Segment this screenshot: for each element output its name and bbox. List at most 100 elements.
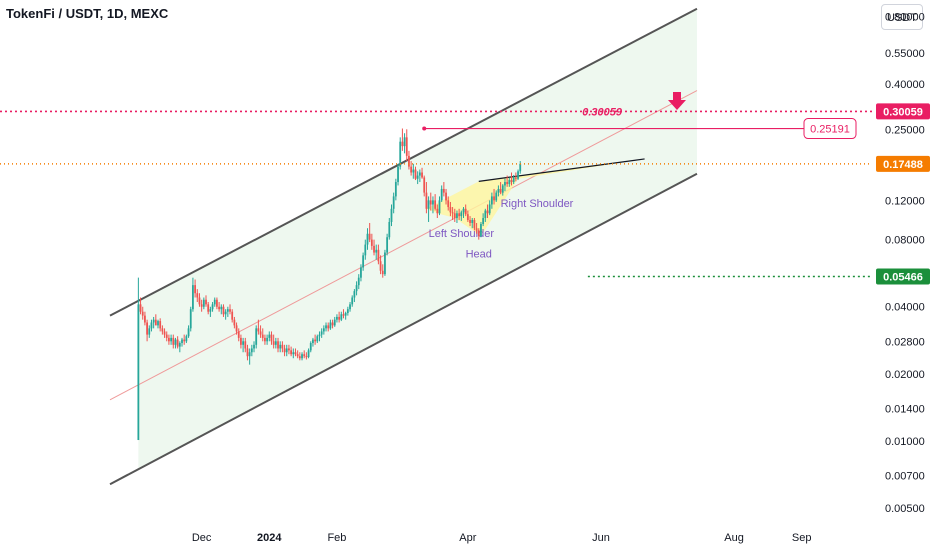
candle-body xyxy=(445,192,447,201)
candle-body xyxy=(198,297,201,305)
candle-body xyxy=(436,208,439,214)
candle-body xyxy=(342,314,345,316)
candle-body xyxy=(314,339,317,342)
candle-body xyxy=(405,137,408,156)
candle-body xyxy=(152,319,155,323)
candle-body xyxy=(213,299,216,305)
channel-fill xyxy=(138,8,697,470)
candle-body xyxy=(268,334,271,338)
candle-body xyxy=(229,309,231,312)
candle-body xyxy=(517,171,519,179)
candle-body xyxy=(438,200,441,214)
candle-body xyxy=(331,322,334,326)
candle-body xyxy=(255,328,258,345)
price-tag-label: 0.05466 xyxy=(883,272,923,284)
candle-body xyxy=(325,325,327,329)
y-tick-label: 0.55000 xyxy=(885,48,925,60)
candle-body xyxy=(189,309,192,329)
candle-body xyxy=(377,249,380,262)
candle-body xyxy=(386,237,389,253)
candle-body xyxy=(176,339,179,347)
candle-body xyxy=(421,172,423,178)
candle-body xyxy=(327,325,330,329)
candle-body xyxy=(464,208,467,215)
candle-body xyxy=(506,182,509,185)
candle-body xyxy=(458,213,461,217)
candle-body xyxy=(346,309,349,313)
candle-body xyxy=(449,207,452,213)
candle-body xyxy=(301,354,303,359)
candle-body xyxy=(504,182,506,186)
candle-body xyxy=(200,304,203,307)
candle-body xyxy=(338,316,341,320)
candle-body xyxy=(416,175,419,179)
candle-body xyxy=(137,304,140,441)
candle-body xyxy=(499,188,502,193)
candle-body xyxy=(394,182,397,197)
candle-body xyxy=(248,352,251,357)
candle-body xyxy=(425,192,428,209)
candle-body xyxy=(285,348,288,353)
y-tick-label: 0.04000 xyxy=(885,302,925,314)
pattern-label: Right Shoulder xyxy=(501,198,574,210)
candle-body xyxy=(298,356,301,359)
candle-body xyxy=(364,244,367,256)
candle-body xyxy=(519,163,522,172)
candle-body xyxy=(163,331,166,335)
pattern-label: Head xyxy=(466,249,492,261)
y-tick-label: 0.25000 xyxy=(885,124,925,136)
candle-body xyxy=(349,304,351,310)
x-tick-label: Dec xyxy=(192,532,212,544)
candle-body xyxy=(279,344,282,349)
candle-body xyxy=(233,319,236,326)
candle-body xyxy=(466,214,469,220)
candle-body xyxy=(250,348,253,353)
candle-body xyxy=(366,233,369,245)
candle-body xyxy=(403,137,406,147)
currency-button[interactable]: USDT xyxy=(881,4,923,30)
y-tick-label: 0.80000 xyxy=(885,12,925,24)
candle-body xyxy=(508,180,511,185)
candle-body xyxy=(240,337,242,345)
candle-body xyxy=(192,285,194,310)
candle-body xyxy=(336,316,338,320)
y-tick-label: 0.01400 xyxy=(885,403,925,415)
price-tag xyxy=(876,103,930,120)
target-annotation: 0.30059 xyxy=(582,106,623,118)
candle-body xyxy=(390,208,393,222)
candle-body xyxy=(257,328,260,332)
candle-body xyxy=(510,180,513,183)
candle-body xyxy=(320,331,323,335)
candle-body xyxy=(307,350,310,358)
candle-body xyxy=(174,339,177,345)
candle-body xyxy=(447,200,450,208)
candle-body xyxy=(362,255,365,268)
x-tick-label: 2024 xyxy=(257,532,282,544)
candle-body xyxy=(427,200,430,209)
candle-body xyxy=(205,299,207,305)
candle-body xyxy=(451,212,454,214)
candle-body xyxy=(261,334,264,338)
candle-body xyxy=(281,344,284,349)
candle-body xyxy=(172,337,175,345)
candle-body xyxy=(318,334,321,337)
candle-body xyxy=(196,293,199,298)
candle-body xyxy=(194,285,197,294)
candle-body xyxy=(497,188,500,193)
candle-body xyxy=(242,341,245,345)
candle-body xyxy=(453,213,456,219)
candle-body xyxy=(305,356,308,358)
candle-body xyxy=(270,334,273,342)
resistance-label: 0.25191 xyxy=(810,124,850,136)
candle-body xyxy=(477,230,480,237)
candle-body xyxy=(274,341,277,345)
candle-body xyxy=(224,311,227,315)
candle-body xyxy=(432,200,434,205)
candle-body xyxy=(388,221,391,238)
y-tick-label: 0.00700 xyxy=(885,471,925,483)
candle-body xyxy=(392,196,395,209)
candle-body xyxy=(333,319,336,326)
candle-body xyxy=(408,155,410,167)
candles-layer xyxy=(137,128,522,441)
